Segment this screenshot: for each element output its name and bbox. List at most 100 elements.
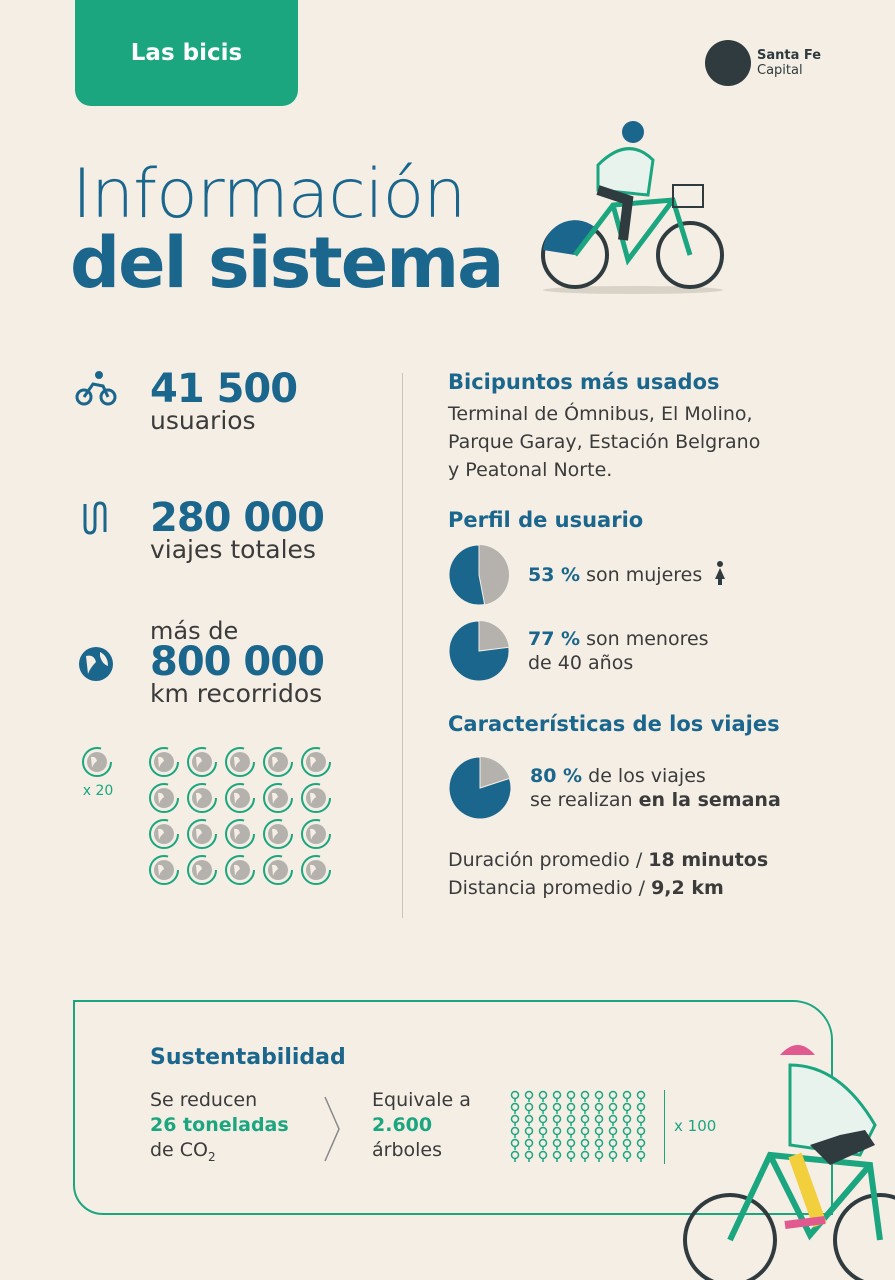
bicipuntos-heading: Bicipuntos más usados (448, 370, 720, 394)
globe-icon (299, 745, 337, 779)
tree-icon (606, 1114, 620, 1126)
globe-icon (299, 853, 337, 887)
pie-text: son mujeres (580, 564, 703, 586)
globe-icon (299, 817, 337, 851)
globe-icon (147, 817, 185, 851)
tree-icon (620, 1126, 634, 1138)
perfil-women: 53 % son mujeres (448, 544, 868, 606)
distance-value: 9,2 km (651, 877, 724, 899)
tree-icon (578, 1126, 592, 1138)
tree-icon (522, 1114, 536, 1126)
globe-icon (261, 745, 299, 779)
tree-icon (578, 1114, 592, 1126)
tree-icon (592, 1138, 606, 1150)
trees-block: Equivale a 2.600 árboles (372, 1088, 471, 1163)
tree-icon (578, 1090, 592, 1102)
pie-women (448, 544, 509, 606)
tree-icon (536, 1126, 550, 1138)
tree-icon (508, 1126, 522, 1138)
globe-icon (185, 781, 223, 815)
tree-icon (508, 1150, 522, 1162)
pie-slice-value (448, 620, 510, 682)
globe-icon (185, 817, 223, 851)
tree-icon (536, 1114, 550, 1126)
bicipuntos-line: Terminal de Ómnibus, El Molino, (448, 403, 753, 425)
globe-icon (185, 853, 223, 887)
tree-icon (550, 1102, 564, 1114)
co2-block: Se reducen 26 toneladas de CO2 (150, 1088, 289, 1170)
duration-value: 18 minutos (648, 849, 769, 871)
logo-line1: Santa Fe (757, 48, 822, 63)
duration-label: Duración promedio / (448, 849, 649, 871)
tree-icon (522, 1150, 536, 1162)
tree-icon (620, 1102, 634, 1114)
globe-icon (223, 745, 261, 779)
stat-value: 800 000 (150, 639, 325, 685)
tree-icon (564, 1114, 578, 1126)
globe-icon (261, 853, 299, 887)
globe-icon (80, 745, 116, 779)
logo-line2: Capital (757, 63, 803, 78)
tree-icon (536, 1102, 550, 1114)
viajes-week: 80 % de los viajes se realizan en la sema… (448, 756, 868, 820)
tree-icon (634, 1150, 648, 1162)
tree-icon (592, 1126, 606, 1138)
globe-icon (261, 817, 299, 851)
stat-label: km recorridos (150, 679, 323, 708)
pie-text: son menores (580, 628, 709, 650)
distance-label: Distancia promedio / (448, 877, 652, 899)
tree-icon (578, 1102, 592, 1114)
tree-icon (634, 1126, 648, 1138)
viajes-heading: Características de los viajes (448, 712, 780, 736)
pie-slice-value (448, 544, 486, 606)
divider (402, 373, 403, 918)
globe-icon (261, 781, 299, 815)
bicipuntos-line: y Peatonal Norte. (448, 459, 613, 481)
co2-value: 26 toneladas (150, 1114, 289, 1136)
bicycle-icon (75, 371, 117, 406)
bridge-logo-icon (705, 40, 751, 86)
tree-icon (592, 1114, 606, 1126)
tree-grid (508, 1090, 648, 1162)
pie-text-bold: en la semana (638, 789, 781, 811)
globe-icon (147, 853, 185, 887)
title-line1: Información (72, 155, 466, 234)
tree-icon (634, 1138, 648, 1150)
route-icon (83, 501, 107, 535)
pie-text: de los viajes (582, 765, 706, 787)
tree-icon (592, 1150, 606, 1162)
stat-label: viajes totales (150, 535, 316, 564)
tree-icon (550, 1126, 564, 1138)
tree-icon (536, 1150, 550, 1162)
tree-icon (606, 1126, 620, 1138)
pct-label: 53 % (528, 564, 581, 586)
co2-line: Se reducen (150, 1089, 258, 1111)
pie-slice-value (448, 756, 512, 820)
title-line2: del sistema (70, 222, 504, 304)
tree-icon (606, 1138, 620, 1150)
globe-icon (223, 781, 261, 815)
globe-multiplier: x 20 (82, 783, 114, 799)
stat-value: 280 000 (150, 495, 325, 541)
globe-icon (147, 781, 185, 815)
tree-icon (522, 1138, 536, 1150)
tree-icon (550, 1138, 564, 1150)
tree-icon (578, 1150, 592, 1162)
tree-multiplier: x 100 (674, 1117, 717, 1135)
perfil-heading: Perfil de usuario (448, 508, 644, 532)
cyclist-illustration (541, 121, 724, 294)
chevron-right-icon (324, 1096, 340, 1162)
tree-icon (592, 1090, 606, 1102)
tree-icon (508, 1102, 522, 1114)
tree-icon (592, 1102, 606, 1114)
globe-icon (223, 817, 261, 851)
logo: Santa Fe Capital (705, 40, 821, 86)
right-column: Bicipuntos más usados Terminal de Ómnibu… (448, 370, 868, 902)
stat-users: 41 500 usuarios (150, 366, 298, 435)
globe-icon (79, 647, 113, 681)
tree-icon (550, 1150, 564, 1162)
pie-age (448, 620, 510, 682)
tree-icon (620, 1150, 634, 1162)
tree-icon (522, 1126, 536, 1138)
tree-icon (620, 1090, 634, 1102)
